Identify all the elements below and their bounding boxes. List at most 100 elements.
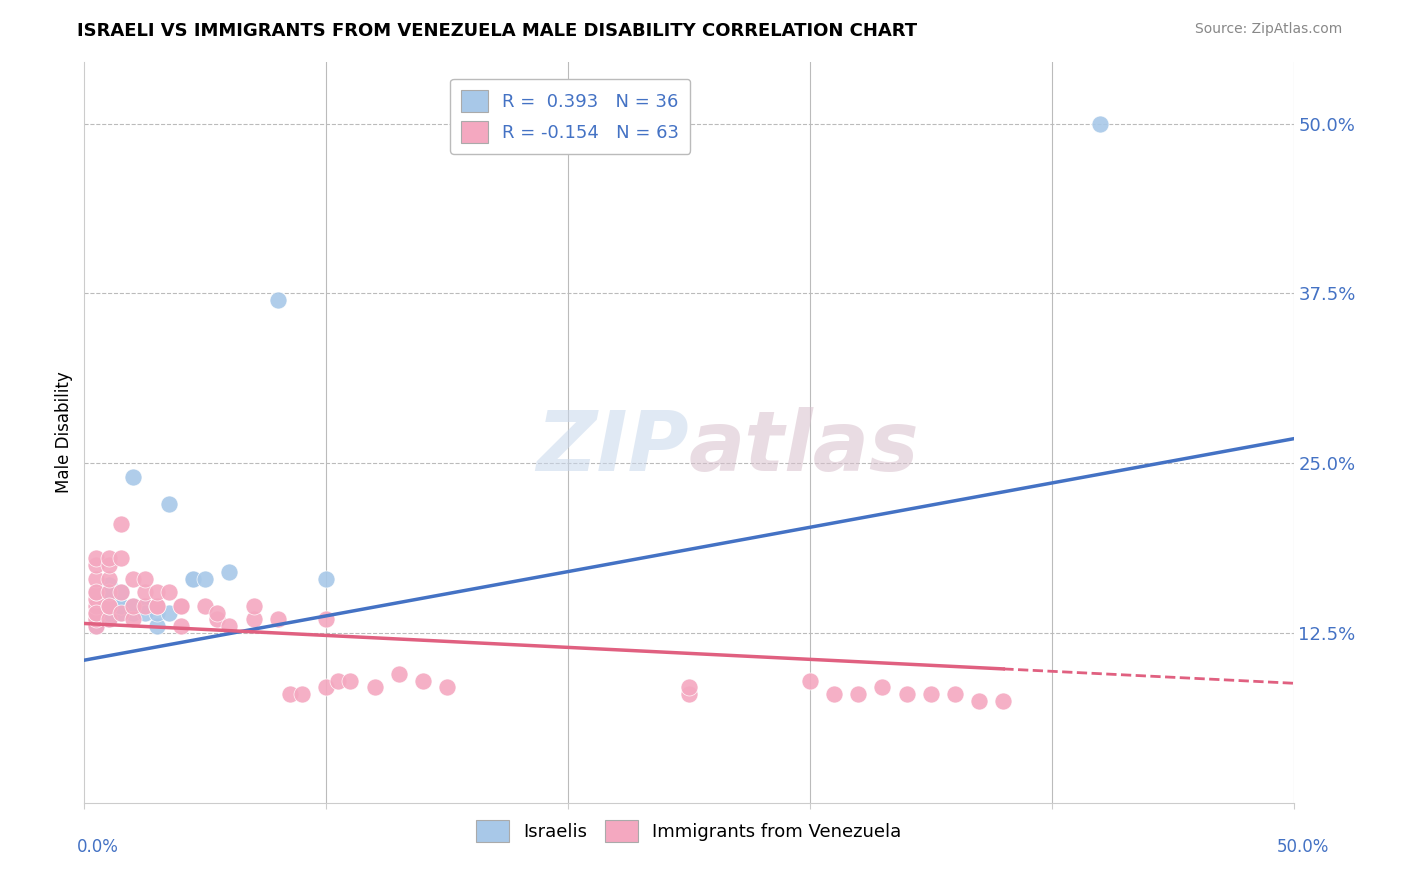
Point — [170, 599, 193, 613]
Point — [86, 606, 108, 620]
Point — [134, 606, 156, 620]
Point — [110, 551, 132, 566]
Point — [146, 599, 169, 613]
Text: ISRAELI VS IMMIGRANTS FROM VENEZUELA MALE DISABILITY CORRELATION CHART: ISRAELI VS IMMIGRANTS FROM VENEZUELA MAL… — [77, 22, 918, 40]
Point — [799, 673, 821, 688]
Point — [181, 572, 204, 586]
Text: atlas: atlas — [689, 407, 920, 488]
Point — [97, 599, 120, 613]
Point — [967, 694, 990, 708]
Text: 50.0%: 50.0% — [1277, 838, 1329, 855]
Point — [170, 599, 193, 613]
Point — [86, 606, 108, 620]
Point — [97, 606, 120, 620]
Point — [97, 599, 120, 613]
Point — [86, 572, 108, 586]
Point — [846, 687, 869, 701]
Point — [339, 673, 361, 688]
Point — [920, 687, 942, 701]
Point — [412, 673, 434, 688]
Point — [121, 612, 143, 626]
Point — [97, 585, 120, 599]
Text: Source: ZipAtlas.com: Source: ZipAtlas.com — [1195, 22, 1343, 37]
Point — [121, 599, 143, 613]
Point — [872, 681, 894, 695]
Point — [315, 681, 337, 695]
Point — [110, 585, 132, 599]
Point — [97, 585, 120, 599]
Point — [157, 585, 180, 599]
Text: 0.0%: 0.0% — [77, 838, 120, 855]
Point — [86, 551, 108, 566]
Point — [110, 606, 132, 620]
Point — [134, 599, 156, 613]
Point — [97, 578, 120, 592]
Point — [86, 619, 108, 633]
Point — [121, 572, 143, 586]
Point — [181, 572, 204, 586]
Point — [278, 687, 301, 701]
Point — [110, 517, 132, 532]
Point — [86, 585, 108, 599]
Point — [97, 572, 120, 586]
Point — [86, 606, 108, 620]
Text: ZIP: ZIP — [536, 407, 689, 488]
Point — [678, 687, 700, 701]
Point — [678, 681, 700, 695]
Point — [823, 687, 845, 701]
Point — [86, 606, 108, 620]
Point — [121, 606, 143, 620]
Point — [86, 606, 108, 620]
Point — [170, 619, 193, 633]
Point — [97, 592, 120, 607]
Point — [97, 606, 120, 620]
Point — [267, 612, 290, 626]
Point — [110, 606, 132, 620]
Point — [86, 612, 108, 626]
Point — [146, 619, 169, 633]
Point — [242, 612, 264, 626]
Point — [121, 599, 143, 613]
Point — [207, 606, 229, 620]
Point — [86, 606, 108, 620]
Point — [157, 606, 180, 620]
Point — [86, 612, 108, 626]
Point — [267, 293, 290, 308]
Point — [110, 599, 132, 613]
Point — [97, 558, 120, 572]
Point — [86, 558, 108, 572]
Point — [86, 585, 108, 599]
Point — [328, 673, 350, 688]
Point — [121, 469, 143, 483]
Point — [242, 599, 264, 613]
Point — [157, 497, 180, 511]
Point — [110, 585, 132, 599]
Point — [134, 572, 156, 586]
Point — [315, 572, 337, 586]
Y-axis label: Male Disability: Male Disability — [55, 372, 73, 493]
Point — [134, 599, 156, 613]
Point — [194, 572, 217, 586]
Point — [97, 612, 120, 626]
Point — [86, 599, 108, 613]
Legend: Israelis, Immigrants from Venezuela: Israelis, Immigrants from Venezuela — [470, 813, 908, 849]
Point — [146, 606, 169, 620]
Point — [315, 612, 337, 626]
Point — [207, 612, 229, 626]
Point — [993, 694, 1015, 708]
Point — [86, 585, 108, 599]
Point — [896, 687, 918, 701]
Point — [146, 585, 169, 599]
Point — [436, 681, 458, 695]
Point — [218, 565, 240, 579]
Point — [86, 592, 108, 607]
Point — [1088, 117, 1111, 131]
Point — [121, 599, 143, 613]
Point — [218, 619, 240, 633]
Point — [86, 585, 108, 599]
Point — [134, 585, 156, 599]
Point — [121, 599, 143, 613]
Point — [291, 687, 314, 701]
Point — [363, 681, 385, 695]
Point — [110, 599, 132, 613]
